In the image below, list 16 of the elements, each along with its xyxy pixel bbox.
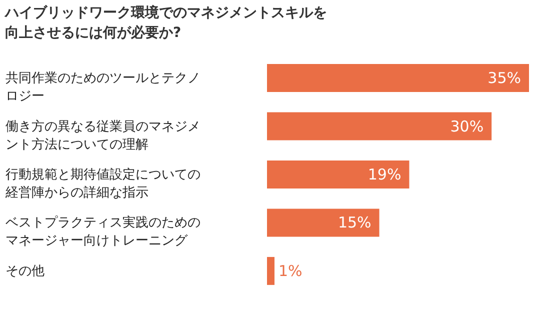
data-label: 1% (278, 262, 302, 280)
bar (267, 160, 410, 188)
bar (267, 112, 492, 140)
data-label: 19% (368, 166, 402, 184)
bar (267, 208, 380, 237)
data-label: 35% (488, 69, 521, 88)
y-tick-label: 働き方の異なる従業員のマネジメント方法についての理解 (6, 118, 200, 152)
bar (267, 64, 529, 92)
chart-title: ハイブリッドワーク環境でのマネジメントスキルを向上させるには何が必要か? (4, 4, 327, 41)
y-tick-label: 共同作業のためのツールとテクノロジー (6, 71, 200, 104)
data-label: 30% (450, 117, 484, 136)
bar (267, 256, 274, 285)
data-label: 15% (338, 214, 372, 232)
y-tick-label: ベストプラクティス実践のためのマネージャー向けトレーニング (6, 214, 200, 249)
y-tick-label: その他 (6, 264, 44, 279)
y-tick-label: 行動規範と期待値設定についての経営陣からの詳細な指示 (4, 168, 200, 200)
